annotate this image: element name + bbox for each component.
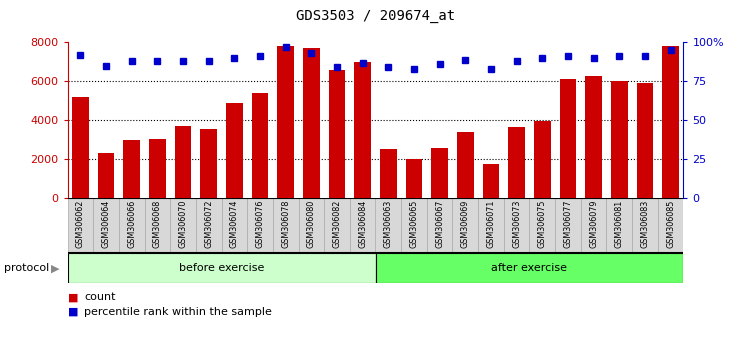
Text: GSM306074: GSM306074 [230,200,239,248]
Text: protocol: protocol [4,263,49,273]
Bar [252,93,268,198]
Bar [144,198,170,253]
Text: GSM306081: GSM306081 [615,200,624,248]
Bar [201,129,217,198]
Bar [170,198,196,253]
Bar [68,198,93,253]
Bar [478,198,504,253]
Bar [662,46,679,198]
Bar [93,198,119,253]
Bar [611,81,628,198]
Text: percentile rank within the sample: percentile rank within the sample [84,307,272,316]
Bar [149,139,166,198]
Text: GSM306068: GSM306068 [153,200,162,248]
Text: GSM306083: GSM306083 [641,200,650,248]
Bar [483,164,499,198]
Bar [222,198,247,253]
Text: ■: ■ [68,307,78,316]
Bar [457,132,474,198]
Bar [303,48,320,198]
Text: GSM306063: GSM306063 [384,200,393,248]
Bar [350,198,376,253]
Text: GSM306078: GSM306078 [281,200,290,248]
Bar [658,198,683,253]
Bar [324,198,350,253]
Bar [632,198,658,253]
Text: count: count [84,292,116,302]
Text: GSM306079: GSM306079 [589,200,598,249]
Text: ▶: ▶ [51,263,59,273]
Bar [534,121,550,198]
Bar [376,198,401,253]
Bar [508,127,525,198]
Bar [401,198,427,253]
Text: GDS3503 / 209674_at: GDS3503 / 209674_at [296,9,455,23]
Bar [406,159,422,198]
Text: GSM306071: GSM306071 [487,200,496,248]
Bar [354,62,371,198]
Text: GSM306073: GSM306073 [512,200,521,248]
Text: after exercise: after exercise [491,263,568,273]
Text: GSM306072: GSM306072 [204,200,213,249]
Bar [72,97,89,198]
Bar [529,198,555,253]
Text: GSM306084: GSM306084 [358,200,367,248]
Bar [119,198,144,253]
Text: GSM306077: GSM306077 [563,200,572,249]
Bar [427,198,452,253]
Text: GSM306085: GSM306085 [666,200,675,248]
Bar [606,198,632,253]
Bar [559,80,576,198]
Text: GSM306075: GSM306075 [538,200,547,249]
Text: GSM306076: GSM306076 [255,200,264,248]
Bar [555,198,581,253]
Text: GSM306067: GSM306067 [435,200,444,248]
Bar [68,253,376,283]
Text: GSM306064: GSM306064 [101,200,110,248]
Bar [98,154,114,198]
Text: ■: ■ [68,292,78,302]
Text: GSM306062: GSM306062 [76,200,85,248]
Bar [329,70,345,198]
Bar [196,198,222,253]
Text: before exercise: before exercise [179,263,264,273]
Bar [380,149,397,198]
Bar [504,198,529,253]
Bar [585,76,602,198]
Bar [123,140,140,198]
Text: GSM306066: GSM306066 [127,200,136,248]
Bar [277,46,294,198]
Text: GSM306082: GSM306082 [333,200,342,248]
Bar [431,148,448,198]
Bar [452,198,478,253]
Text: GSM306080: GSM306080 [307,200,316,248]
Bar [581,198,607,253]
Text: GSM306065: GSM306065 [409,200,418,248]
Bar [226,103,243,198]
Text: GSM306070: GSM306070 [179,200,188,248]
Text: GSM306069: GSM306069 [461,200,470,248]
Bar [299,198,324,253]
Bar [273,198,298,253]
Bar [637,84,653,198]
Bar [376,253,683,283]
Bar [175,126,192,198]
Bar [247,198,273,253]
